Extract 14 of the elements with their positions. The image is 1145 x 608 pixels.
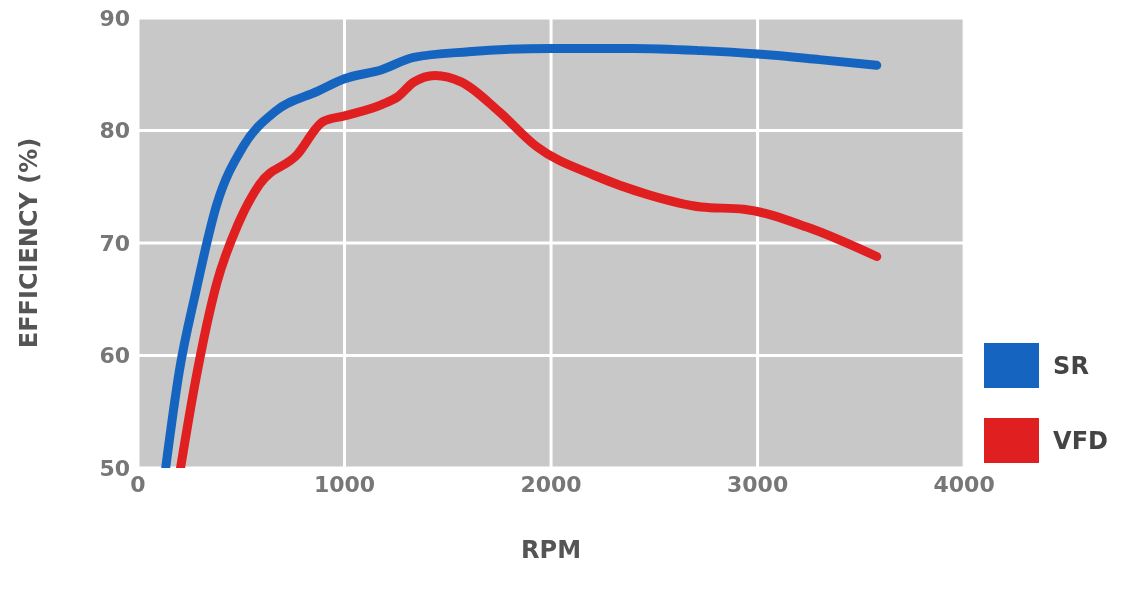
y-tick-label: 60 [99, 343, 130, 369]
x-tick-label: 3000 [726, 471, 789, 497]
y-tick-label: 70 [99, 230, 130, 256]
x-tick-label: 0 [130, 471, 146, 497]
y-axis-title: EFFICIENCY (%) [14, 137, 43, 349]
y-tick-label: 50 [99, 455, 130, 481]
y-tick-label: 90 [99, 5, 130, 31]
x-tick-label: 4000 [933, 471, 995, 497]
x-tick-label: 1000 [313, 471, 376, 497]
x-axis-title: RPM [521, 536, 582, 564]
legend-label: SR [1053, 351, 1089, 380]
y-tick-label: 80 [99, 118, 130, 144]
legend-label: VFD [1053, 426, 1108, 455]
x-tick-label: 2000 [520, 471, 582, 497]
